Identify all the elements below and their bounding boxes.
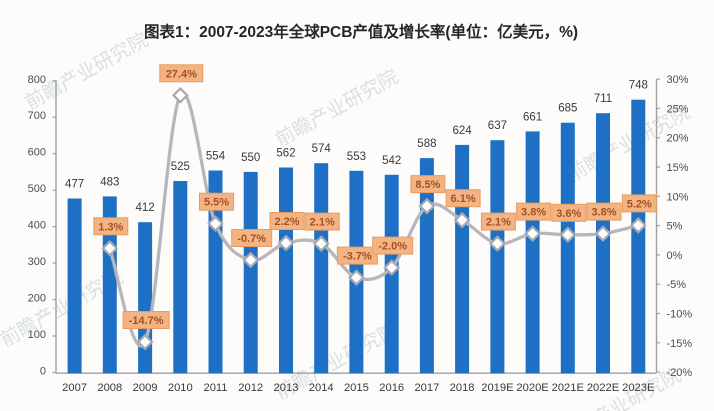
svg-text:5.5%: 5.5%	[204, 197, 229, 209]
svg-text:2007: 2007	[62, 382, 87, 394]
svg-text:-10%: -10%	[667, 309, 693, 321]
svg-text:600: 600	[28, 147, 46, 159]
svg-text:5%: 5%	[667, 221, 683, 233]
svg-text:661: 661	[523, 111, 542, 123]
svg-text:700: 700	[28, 110, 46, 122]
svg-text:748: 748	[629, 80, 648, 92]
svg-text:553: 553	[347, 151, 366, 163]
svg-text:542: 542	[382, 155, 401, 167]
svg-text:25%: 25%	[667, 103, 689, 115]
svg-text:2014: 2014	[309, 382, 334, 394]
svg-text:3.8%: 3.8%	[521, 207, 546, 219]
svg-text:412: 412	[136, 202, 155, 214]
svg-text:1.3%: 1.3%	[98, 221, 123, 233]
svg-text:2015: 2015	[344, 382, 369, 394]
svg-text:5.2%: 5.2%	[627, 198, 652, 210]
svg-text:2.2%: 2.2%	[274, 216, 299, 228]
svg-text:20%: 20%	[667, 133, 689, 145]
svg-text:550: 550	[241, 152, 260, 164]
svg-text:483: 483	[100, 176, 119, 188]
svg-text:100: 100	[28, 329, 46, 341]
svg-text:2016: 2016	[379, 382, 404, 394]
svg-text:624: 624	[453, 125, 473, 137]
svg-text:27.4%: 27.4%	[166, 68, 197, 80]
svg-text:588: 588	[417, 138, 436, 150]
svg-text:2018: 2018	[450, 382, 475, 394]
svg-text:574: 574	[312, 143, 332, 155]
svg-text:30%: 30%	[667, 74, 689, 86]
svg-text:-0.7%: -0.7%	[237, 233, 266, 245]
svg-text:554: 554	[206, 151, 226, 163]
svg-text:2010: 2010	[168, 382, 193, 394]
svg-text:3.6%: 3.6%	[556, 208, 581, 220]
svg-text:-5%: -5%	[667, 279, 687, 291]
svg-text:2021E: 2021E	[552, 382, 584, 394]
svg-text:2008: 2008	[97, 382, 122, 394]
svg-text:2022E: 2022E	[587, 382, 619, 394]
svg-text:10%: 10%	[667, 191, 689, 203]
svg-text:525: 525	[171, 161, 190, 173]
svg-text:3.8%: 3.8%	[591, 207, 616, 219]
svg-text:637: 637	[488, 120, 507, 132]
svg-text:477: 477	[65, 179, 84, 191]
svg-text:2020E: 2020E	[516, 382, 548, 394]
svg-text:6.1%: 6.1%	[451, 193, 476, 205]
svg-text:800: 800	[28, 74, 46, 86]
svg-text:500: 500	[28, 183, 46, 195]
svg-text:200: 200	[28, 293, 46, 305]
svg-text:-15%: -15%	[667, 338, 693, 350]
svg-text:15%: 15%	[667, 162, 689, 174]
svg-text:0: 0	[40, 366, 46, 378]
svg-text:2019E: 2019E	[481, 382, 513, 394]
svg-text:711: 711	[594, 93, 612, 105]
svg-text:562: 562	[276, 148, 295, 160]
svg-text:2013: 2013	[274, 382, 299, 394]
svg-text:2017: 2017	[414, 382, 439, 394]
svg-text:2011: 2011	[203, 382, 227, 394]
svg-text:400: 400	[28, 220, 46, 232]
svg-text:-3.7%: -3.7%	[343, 251, 372, 263]
svg-text:-20%: -20%	[667, 367, 693, 379]
svg-text:2012: 2012	[238, 382, 263, 394]
svg-text:8.5%: 8.5%	[415, 179, 440, 191]
svg-text:685: 685	[558, 103, 577, 115]
svg-text:2009: 2009	[133, 382, 158, 394]
svg-text:2.1%: 2.1%	[310, 217, 335, 229]
svg-text:-14.7%: -14.7%	[129, 315, 164, 327]
svg-text:2.1%: 2.1%	[486, 217, 511, 229]
svg-text:2023E: 2023E	[622, 382, 654, 394]
svg-text:-2.0%: -2.0%	[378, 241, 407, 253]
svg-text:300: 300	[28, 256, 46, 268]
svg-text:0%: 0%	[667, 250, 683, 262]
